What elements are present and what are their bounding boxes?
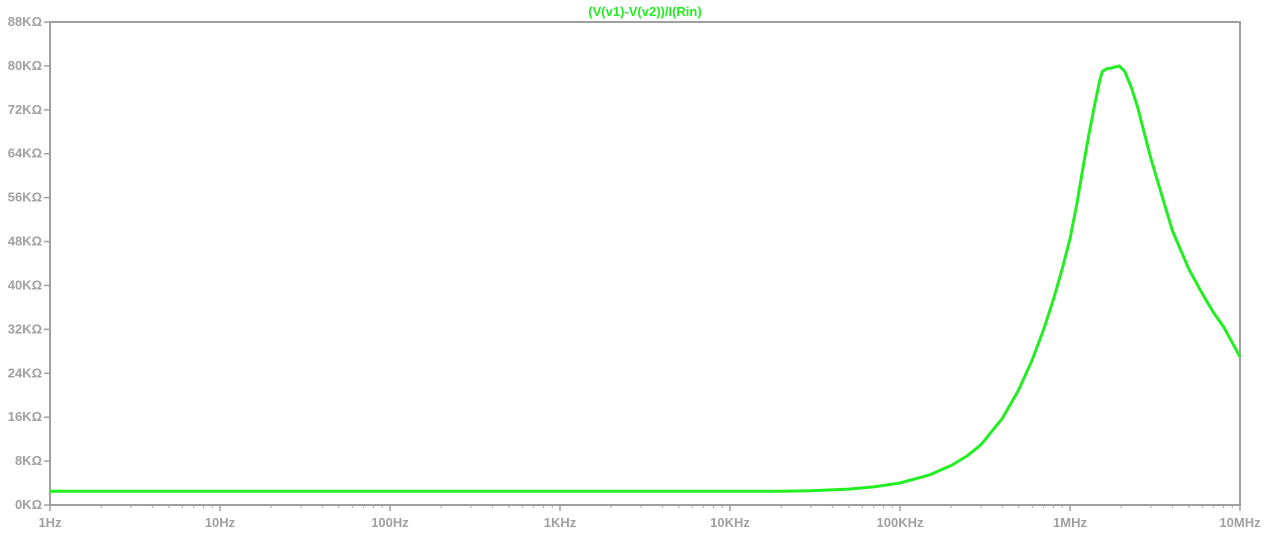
x-tick-label: 10MHz [1219, 515, 1261, 530]
y-axis: 0KΩ 8KΩ 16KΩ 24KΩ 32KΩ 40KΩ 48KΩ 56KΩ 64KΩ 72KΩ 80… [8, 14, 50, 512]
x-tick-label: 100Hz [371, 515, 409, 530]
series-layer [50, 64, 1242, 493]
x-tick-label: 1MHz [1053, 515, 1087, 530]
series-line [50, 64, 1242, 493]
y-tick-label: 0KΩ [15, 497, 42, 512]
y-tick-label: 48KΩ [8, 234, 42, 249]
y-tick-label: 80KΩ [8, 58, 42, 73]
x-tick-label: 1KHz [544, 515, 577, 530]
y-tick-label: 24KΩ [8, 365, 42, 380]
chart-title: (V(v1)-V(v2))/I(Rin) [588, 4, 701, 19]
y-tick-label: 56KΩ [8, 190, 42, 205]
x-tick-label: 10KHz [710, 515, 750, 530]
y-tick-label: 88KΩ [8, 14, 42, 29]
x-tick-label: 100KHz [877, 515, 924, 530]
y-tick-label: 8KΩ [15, 453, 42, 468]
y-tick-label: 32KΩ [8, 321, 42, 336]
x-axis: 1Hz 10Hz 100Hz 1KHz 10KHz 100KHz 1MHz 10MHz [38, 505, 1261, 530]
x-tick-label: 1Hz [38, 515, 62, 530]
plot-frame [49, 21, 1241, 506]
y-tick-label: 40KΩ [8, 277, 42, 292]
y-tick-label: 16KΩ [8, 409, 42, 424]
minor-ticks [100, 505, 1233, 508]
y-tick-label: 64KΩ [8, 146, 42, 161]
x-tick-label: 10Hz [205, 515, 236, 530]
y-tick-label: 72KΩ [8, 102, 42, 117]
